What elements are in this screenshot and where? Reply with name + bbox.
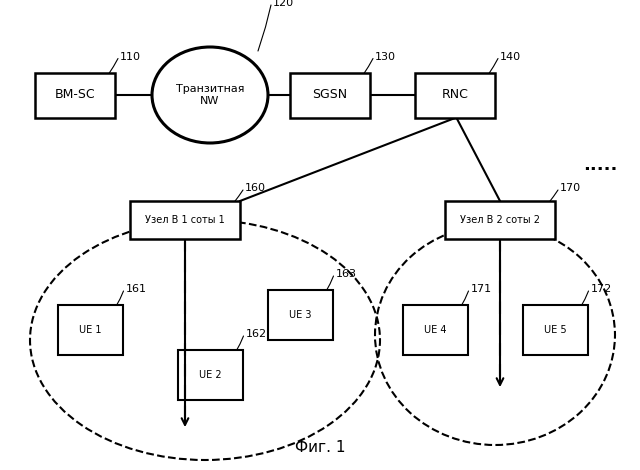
- Text: RNC: RNC: [442, 88, 468, 102]
- Bar: [403, 305, 467, 355]
- Text: 130: 130: [375, 52, 396, 62]
- Bar: [522, 305, 588, 355]
- Bar: [58, 305, 122, 355]
- Bar: [268, 290, 333, 340]
- Bar: [35, 72, 115, 118]
- Text: 163: 163: [335, 269, 356, 279]
- Text: SGSN: SGSN: [312, 88, 348, 102]
- Bar: [290, 72, 370, 118]
- Text: 172: 172: [591, 284, 612, 294]
- Text: 170: 170: [560, 183, 581, 193]
- Text: BM-SC: BM-SC: [54, 88, 95, 102]
- Text: 171: 171: [470, 284, 492, 294]
- Bar: [130, 201, 240, 239]
- Text: Узел В 2 соты 2: Узел В 2 соты 2: [460, 215, 540, 225]
- Bar: [445, 201, 555, 239]
- Text: Транзитная
NW: Транзитная NW: [176, 84, 244, 106]
- Ellipse shape: [152, 47, 268, 143]
- Text: 161: 161: [125, 284, 147, 294]
- Text: Фиг. 1: Фиг. 1: [295, 440, 345, 455]
- Text: UE 2: UE 2: [198, 370, 221, 380]
- Text: UE 3: UE 3: [289, 310, 311, 320]
- Text: UE 4: UE 4: [424, 325, 446, 335]
- Bar: [177, 350, 243, 400]
- Text: 120: 120: [273, 0, 294, 8]
- Text: Узел В 1 соты 1: Узел В 1 соты 1: [145, 215, 225, 225]
- Text: 140: 140: [500, 52, 521, 62]
- Text: 162: 162: [246, 329, 267, 339]
- Text: .....: .....: [583, 156, 617, 174]
- Text: UE 5: UE 5: [544, 325, 566, 335]
- Bar: [415, 72, 495, 118]
- Text: UE 1: UE 1: [79, 325, 101, 335]
- Text: 110: 110: [120, 52, 141, 62]
- Text: 160: 160: [245, 183, 266, 193]
